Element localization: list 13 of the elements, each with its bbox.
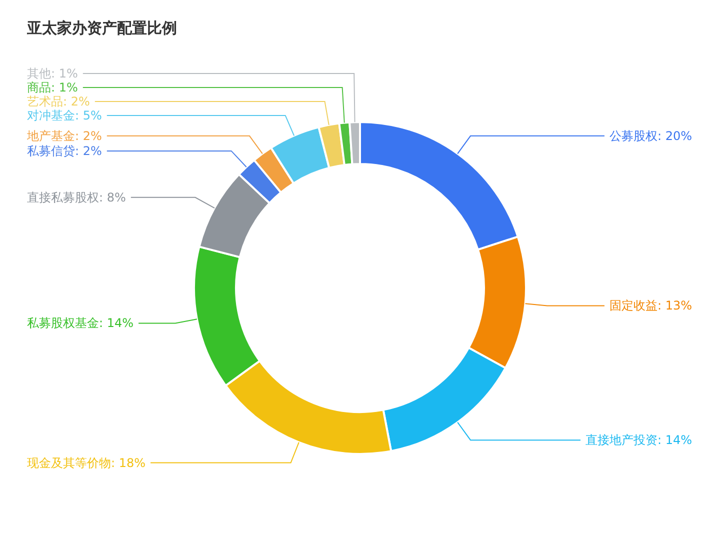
slice-label: 地产基金: 2%	[26, 128, 102, 143]
slice-label: 固定收益: 13%	[609, 298, 692, 313]
slice-label: 直接私募股权: 8%	[27, 190, 126, 204]
slice-label: 其他: 1%	[27, 66, 78, 80]
slice-label: 私募信贷: 2%	[27, 144, 102, 158]
slice-label: 艺术品: 2%	[27, 94, 90, 108]
slice-label: 对冲基金: 5%	[27, 108, 102, 122]
slice-label: 现金及其等价物: 18%	[27, 456, 146, 470]
slice-label: 公募股权: 20%	[609, 128, 692, 143]
slice-label: 商品: 1%	[27, 80, 78, 94]
slice-label: 直接地产投资: 14%	[585, 433, 692, 448]
slice-label: 私募股权基金: 14%	[27, 316, 134, 330]
chart-title: 亚太家办资产配置比例	[26, 19, 177, 37]
